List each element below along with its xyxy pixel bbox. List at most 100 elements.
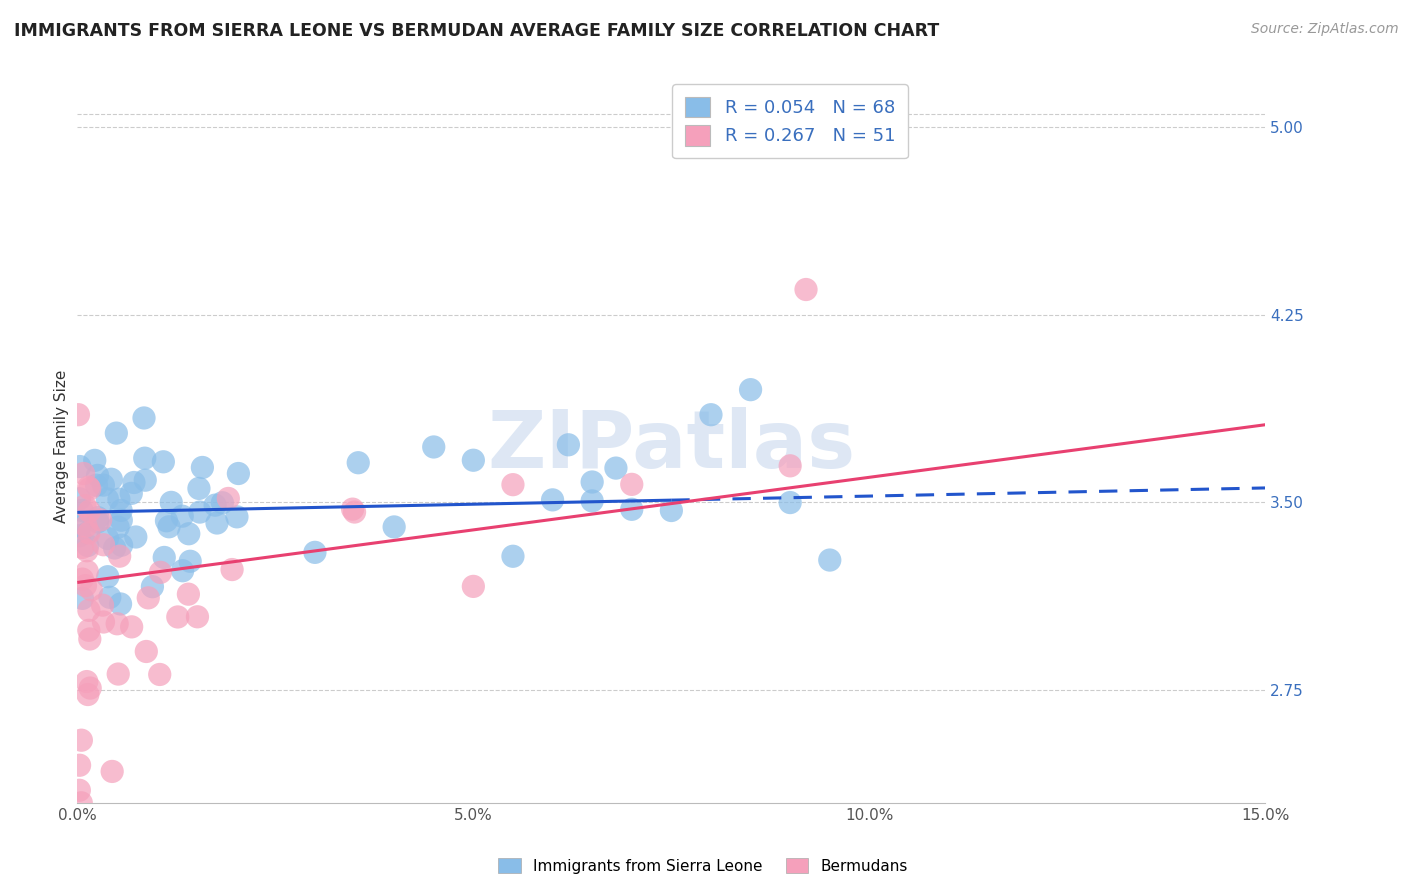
Point	[228, 467, 250, 481]
Point	[122, 475, 145, 490]
Point	[67, 858, 90, 872]
Point	[304, 545, 326, 559]
Point	[221, 563, 243, 577]
Point	[105, 616, 128, 631]
Point	[72, 467, 94, 481]
Legend: Immigrants from Sierra Leone, Bermudans: Immigrants from Sierra Leone, Bermudans	[492, 852, 914, 880]
Point	[80, 582, 103, 597]
Point	[423, 440, 446, 454]
Point	[107, 520, 129, 534]
Point	[93, 615, 115, 629]
Point	[125, 530, 148, 544]
Point	[77, 624, 100, 638]
Point	[605, 461, 627, 475]
Point	[96, 532, 118, 546]
Point	[700, 408, 723, 422]
Point	[191, 460, 214, 475]
Point	[463, 453, 485, 467]
Point	[211, 496, 233, 510]
Point	[77, 603, 100, 617]
Point	[91, 598, 114, 612]
Point	[110, 513, 132, 527]
Point	[67, 783, 90, 797]
Point	[581, 494, 603, 508]
Point	[217, 491, 239, 506]
Point	[155, 514, 177, 528]
Point	[70, 796, 93, 810]
Point	[67, 833, 90, 847]
Point	[75, 519, 97, 533]
Point	[69, 459, 91, 474]
Point	[204, 498, 226, 512]
Point	[581, 475, 603, 489]
Point	[105, 426, 128, 441]
Point	[110, 597, 132, 611]
Point	[172, 564, 194, 578]
Point	[70, 733, 93, 747]
Point	[740, 383, 762, 397]
Point	[83, 453, 105, 467]
Point	[132, 411, 155, 425]
Point	[226, 509, 249, 524]
Point	[541, 492, 564, 507]
Point	[79, 504, 101, 518]
Point	[103, 541, 125, 555]
Point	[779, 458, 801, 473]
Text: Source: ZipAtlas.com: Source: ZipAtlas.com	[1251, 22, 1399, 37]
Point	[141, 580, 163, 594]
Point	[108, 549, 131, 564]
Point	[77, 525, 100, 540]
Point	[382, 520, 405, 534]
Point	[93, 478, 115, 492]
Point	[502, 477, 524, 491]
Point	[90, 513, 112, 527]
Point	[72, 541, 94, 555]
Point	[76, 674, 98, 689]
Point	[160, 495, 183, 509]
Point	[108, 492, 131, 507]
Point	[77, 480, 100, 494]
Point	[186, 609, 208, 624]
Point	[557, 438, 579, 452]
Point	[134, 451, 156, 466]
Point	[620, 502, 643, 516]
Point	[166, 610, 188, 624]
Point	[76, 539, 98, 553]
Point	[110, 503, 132, 517]
Point	[121, 620, 143, 634]
Point	[87, 515, 110, 529]
Point	[98, 591, 121, 605]
Point	[96, 491, 118, 506]
Y-axis label: Average Family Size: Average Family Size	[53, 369, 69, 523]
Legend: R = 0.054   N = 68, R = 0.267   N = 51: R = 0.054 N = 68, R = 0.267 N = 51	[672, 84, 908, 158]
Point	[153, 550, 176, 565]
Point	[70, 503, 93, 517]
Point	[97, 570, 120, 584]
Point	[72, 591, 94, 606]
Point	[157, 520, 180, 534]
Point	[73, 499, 96, 513]
Point	[149, 566, 172, 580]
Point	[87, 510, 110, 524]
Point	[86, 468, 108, 483]
Point	[347, 456, 370, 470]
Point	[187, 482, 209, 496]
Point	[136, 591, 159, 605]
Point	[69, 519, 91, 533]
Point	[76, 565, 98, 579]
Point	[818, 553, 841, 567]
Point	[152, 455, 174, 469]
Point	[67, 529, 90, 543]
Point	[77, 526, 100, 541]
Point	[69, 491, 91, 506]
Point	[343, 505, 366, 519]
Point	[205, 516, 228, 530]
Point	[79, 681, 101, 695]
Point	[342, 502, 364, 516]
Point	[93, 538, 115, 552]
Point	[177, 587, 200, 601]
Point	[188, 505, 211, 519]
Point	[101, 764, 124, 779]
Point	[67, 408, 90, 422]
Text: ZIPatlas: ZIPatlas	[488, 407, 855, 485]
